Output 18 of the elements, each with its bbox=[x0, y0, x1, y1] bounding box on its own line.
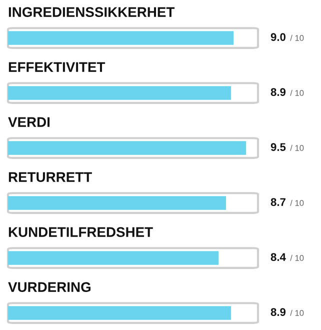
text: / 10 bbox=[290, 144, 304, 151]
data-label: 8.4 bbox=[270, 253, 286, 261]
text: / 10 bbox=[290, 90, 304, 96]
data-label: 8.7 bbox=[270, 198, 286, 206]
data-label: 9.0 bbox=[270, 33, 286, 41]
data-label: 8.9 bbox=[270, 88, 286, 96]
text: / 10 bbox=[290, 34, 304, 41]
y-tick-label: INGREDIENSSIKKERHET bbox=[8, 7, 175, 17]
y-tick-label: RETURRETT bbox=[8, 172, 92, 182]
text: / 10 bbox=[290, 310, 304, 316]
y-tick-label: VERDI bbox=[8, 117, 50, 127]
y-tick-label: KUNDETILFREDSHET bbox=[8, 227, 153, 237]
y-tick-label: VURDERING bbox=[8, 282, 90, 292]
text: / 10 bbox=[290, 254, 304, 261]
y-tick-label: EFFEKTIVITET bbox=[8, 62, 106, 72]
data-label: 8.9 bbox=[270, 308, 286, 316]
text: / 10 bbox=[290, 200, 304, 206]
data-label: 9.5 bbox=[270, 143, 286, 151]
